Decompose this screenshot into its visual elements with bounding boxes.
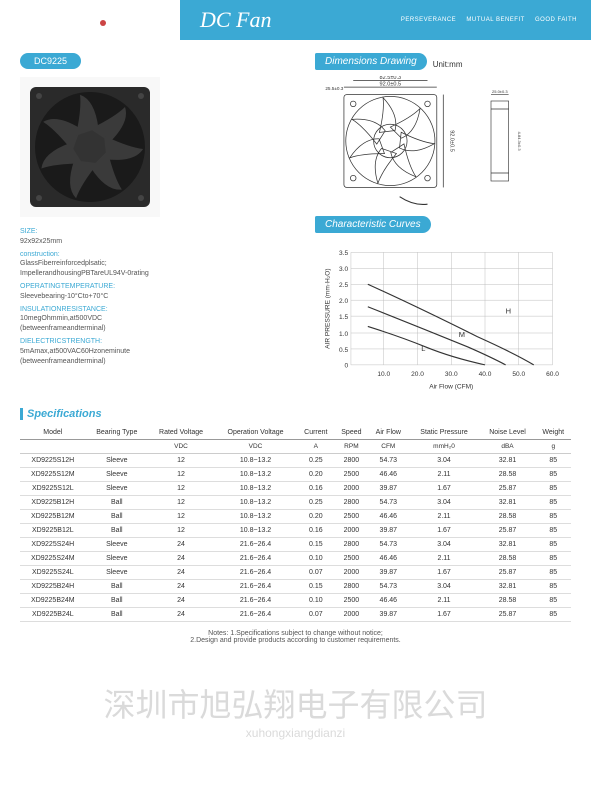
table-row: XD9225B12HBall1210.8~13.20.25280054.733.…: [20, 496, 571, 510]
table-row: XD9225S24MSleeve2421.6~26.40.10250046.46…: [20, 552, 571, 566]
svg-text:92.0±0.5: 92.0±0.5: [449, 130, 455, 152]
svg-text:25.0±0.3: 25.0±0.3: [492, 89, 508, 94]
table-row: XD9225B12LBall1210.8~13.20.16200039.871.…: [20, 524, 571, 538]
watermark: 深圳市旭弘翔电子有限公司 xuhongxiangdianzi: [0, 680, 591, 740]
svg-text:3.0: 3.0: [339, 266, 348, 273]
svg-text:3.5: 3.5: [339, 250, 348, 257]
svg-text:60.0: 60.0: [546, 371, 559, 378]
specifications-table: ModelBearing TypeRated VoltageOperation …: [20, 426, 571, 622]
table-row: XD9225S12LSleeve1210.8~13.20.16200039.87…: [20, 482, 571, 496]
table-row: XD9225B24MBall2421.6~26.40.10250046.462.…: [20, 594, 571, 608]
dimensions-drawing: 92.0±0.5 82.5±0.3 25.5±0.3 92.0±0.5 25.0…: [315, 76, 565, 206]
characteristic-curves-chart: L M H 0 0.5 1.0 1.5 2.0 2.5 3.0 3.5 10.0 20.0 3…: [315, 243, 565, 393]
svg-text:H: H: [506, 306, 511, 315]
header-left-blank: [0, 0, 180, 40]
table-row: XD9225S12MSleeve1210.8~13.20.20250046.46…: [20, 468, 571, 482]
table-row: XD9225B24HBall2421.6~26.40.15280054.733.…: [20, 580, 571, 594]
red-dot-marker: [100, 20, 106, 26]
table-row: XD9225S24HSleeve2421.6~26.40.15280054.73…: [20, 538, 571, 552]
unit-label: Unit:mm: [433, 60, 463, 69]
svg-text:40.0: 40.0: [479, 371, 492, 378]
svg-text:L: L: [421, 344, 425, 353]
fan-product-photo: [20, 77, 160, 217]
svg-text:20.0: 20.0: [411, 371, 424, 378]
svg-text:2.5: 2.5: [339, 282, 348, 289]
svg-text:30.0: 30.0: [445, 371, 458, 378]
specs-title: Specifications: [27, 408, 102, 420]
svg-text:25.5±0.3: 25.5±0.3: [325, 86, 343, 91]
svg-text:92.0±0.5: 92.0±0.5: [380, 81, 402, 87]
svg-text:50.0: 50.0: [512, 371, 525, 378]
svg-text:1.5: 1.5: [339, 314, 348, 321]
curves-title: Characteristic Curves: [315, 216, 431, 233]
svg-text:0: 0: [344, 363, 348, 370]
svg-text:10.0: 10.0: [377, 371, 390, 378]
svg-text:M: M: [459, 330, 465, 339]
footer-notes: Notes: 1.Specifications subject to chang…: [20, 630, 571, 644]
product-specs-text: SIZE: 92x92x25mm construction: GlassFibe…: [20, 227, 300, 366]
header-banner: DC Fan PERSEVERANCE MUTUAL BENEFIT GOOD …: [180, 0, 591, 40]
svg-text:0.5: 0.5: [339, 347, 348, 354]
header-tags: PERSEVERANCE MUTUAL BENEFIT GOOD FAITH: [397, 17, 581, 23]
table-row: XD9225S24LSleeve2421.6~26.40.07200039.87…: [20, 566, 571, 580]
svg-text:82.5±0.3: 82.5±0.3: [380, 76, 402, 81]
svg-text:4-84.3±0.3: 4-84.3±0.3: [517, 131, 522, 151]
table-row: XD9225B24LBall2421.6~26.40.07200039.871.…: [20, 608, 571, 622]
svg-text:2.0: 2.0: [339, 298, 348, 305]
table-row: XD9225B12MBall1210.8~13.20.20250046.462.…: [20, 510, 571, 524]
table-row: XD9225S12HSleeve1210.8~13.20.25280054.73…: [20, 454, 571, 468]
svg-text:1.0: 1.0: [339, 331, 348, 338]
page-title: DC Fan: [200, 7, 272, 33]
svg-text:AIR PRESSURE (mm·H₂O): AIR PRESSURE (mm·H₂O): [324, 268, 331, 348]
vbar-icon: [20, 408, 23, 420]
model-badge: DC9225: [20, 53, 81, 69]
page-header: DC Fan PERSEVERANCE MUTUAL BENEFIT GOOD …: [0, 0, 591, 40]
svg-text:Air Flow (CFM): Air Flow (CFM): [429, 383, 473, 390]
dimensions-title: Dimensions Drawing: [315, 53, 427, 70]
